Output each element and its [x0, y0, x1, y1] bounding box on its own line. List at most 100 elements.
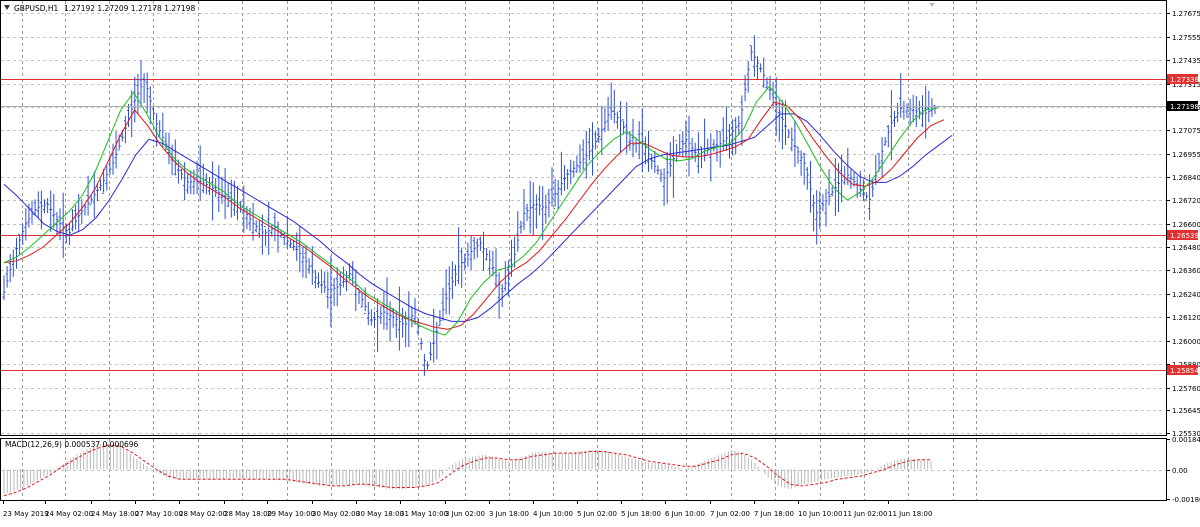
price-bar — [671, 136, 675, 198]
price-bar — [569, 159, 573, 185]
price-bar — [152, 107, 155, 121]
price-bar — [254, 220, 258, 233]
x-tick-label: 30 May 02:00 — [312, 510, 360, 518]
price-bar — [640, 108, 644, 173]
price-bar — [338, 272, 342, 296]
price-bar — [578, 144, 582, 173]
price-bar — [659, 169, 663, 183]
price-bar — [295, 232, 299, 261]
svg-text:1.26539: 1.26539 — [1170, 232, 1199, 240]
price-bar — [821, 194, 825, 212]
price-bar — [89, 195, 93, 206]
macd-panel — [3, 441, 932, 497]
price-bar — [784, 100, 787, 145]
svg-text:1.27336: 1.27336 — [1170, 76, 1199, 84]
price-bar — [341, 266, 345, 288]
price-bar — [292, 239, 296, 251]
horizontal-levels[interactable] — [1, 79, 1166, 371]
x-tick-label: 6 Jun 10:00 — [665, 510, 705, 518]
price-bar — [865, 192, 868, 201]
price-bar — [422, 353, 426, 376]
macd-axis: 0.001848 0.00 -0.001800 — [1166, 436, 1200, 504]
collapse-triangle-icon[interactable] — [4, 5, 10, 10]
price-bar — [450, 261, 454, 299]
x-tick-label: 7 Jun 18:00 — [754, 510, 794, 518]
price-bar — [139, 60, 143, 106]
price-bar — [581, 139, 585, 170]
price-bar — [313, 269, 317, 289]
price-bar — [594, 131, 598, 150]
price-bar — [731, 119, 735, 156]
price-bar — [886, 125, 890, 148]
level-price-label: 1.26539 — [1167, 230, 1199, 240]
price-bar — [880, 137, 884, 178]
price-bar — [180, 169, 183, 180]
price-bar — [130, 90, 134, 138]
main-plot-frame — [0, 0, 1167, 436]
macd-tick-label: 0.00 — [1172, 467, 1188, 475]
price-bar — [587, 127, 591, 161]
price-bar — [49, 190, 53, 232]
price-bar — [656, 165, 660, 175]
price-bar — [326, 271, 330, 309]
price-bar — [921, 95, 924, 128]
y-tick-label: 1.26955 — [1172, 151, 1200, 159]
price-bar — [768, 75, 772, 101]
x-tick-label: 31 May 10:00 — [400, 510, 448, 518]
price-bar — [123, 115, 127, 144]
price-bar — [693, 142, 697, 163]
price-bar — [528, 180, 532, 234]
price-bar — [500, 284, 504, 307]
shift-marker-icon[interactable] — [929, 3, 935, 7]
price-bar — [460, 247, 464, 289]
price-bar — [27, 203, 31, 228]
current-price-label: 1.27198 — [1167, 101, 1199, 111]
price-bar — [849, 169, 853, 189]
y-tick-label: 1.27675 — [1172, 10, 1200, 18]
price-bar — [861, 179, 865, 202]
price-bar — [394, 310, 398, 338]
price-bar — [43, 199, 46, 214]
price-bar — [805, 167, 809, 190]
x-tick-label: 27 May 10:00 — [135, 510, 183, 518]
y-tick-label: 1.26600 — [1172, 221, 1200, 229]
price-bar — [762, 57, 766, 88]
y-tick-label: 1.27075 — [1172, 127, 1200, 135]
price-bar — [812, 194, 816, 232]
price-bar — [597, 128, 601, 143]
price-bar — [475, 238, 479, 258]
price-bar — [5, 266, 9, 288]
price-bar — [441, 287, 445, 321]
price-bar — [198, 145, 202, 201]
price-bar — [432, 308, 436, 363]
price-bar — [793, 121, 797, 167]
price-bar — [737, 115, 741, 136]
price-bar — [687, 115, 691, 177]
price-bar — [488, 250, 492, 276]
price-bar — [759, 63, 763, 73]
price-bar — [457, 227, 461, 285]
price-bar — [566, 169, 570, 190]
grid — [1, 1, 1166, 500]
price-bar — [58, 208, 62, 241]
price-bar — [419, 338, 423, 350]
price-bar — [547, 188, 551, 218]
x-tick-label: 5 Jun 02:00 — [577, 510, 617, 518]
x-tick-label: 24 May 18:00 — [91, 510, 139, 518]
price-bar — [208, 176, 211, 196]
price-bar — [541, 186, 545, 241]
price-bar — [575, 155, 579, 173]
price-bar — [827, 169, 831, 206]
price-bar — [510, 239, 513, 277]
price-bar — [242, 185, 246, 233]
x-tick-label: 11 Jun 02:00 — [843, 510, 887, 518]
y-tick-label: 1.25530 — [1172, 430, 1200, 438]
price-bar — [183, 162, 187, 201]
macd-plot-frame — [0, 438, 1167, 501]
y-tick-label: 1.25645 — [1172, 407, 1200, 415]
price-bar — [553, 178, 557, 209]
price-bar — [647, 131, 650, 172]
